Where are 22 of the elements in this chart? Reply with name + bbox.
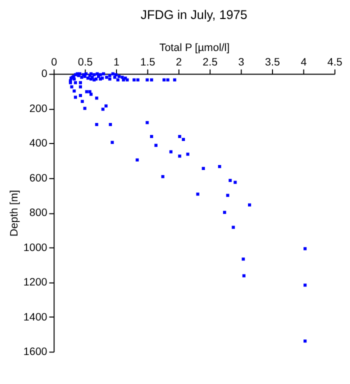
y-tick-label: 1000 xyxy=(23,242,48,254)
x-tick-label: 4.5 xyxy=(327,56,342,69)
y-tick-label: 1600 xyxy=(23,346,48,358)
x-tick-label: 1.5 xyxy=(140,56,156,69)
y-tick-label: 400 xyxy=(29,138,48,150)
y-tick-label: 0 xyxy=(41,68,48,80)
chart-title: JFDG in July, 1975 xyxy=(140,8,248,22)
x-tick-label: 0.5 xyxy=(78,56,93,69)
y-tick-label: 1400 xyxy=(23,311,48,324)
x-tick-label: 1 xyxy=(114,56,120,69)
x-tick-label: 2 xyxy=(176,56,182,69)
x-tick-label: 3 xyxy=(238,56,244,69)
y-tick-label: 600 xyxy=(29,172,48,184)
y-axis-title: Depth [m] xyxy=(8,190,21,236)
y-tick-label: 1200 xyxy=(23,276,48,289)
x-tick-label: 0 xyxy=(51,56,58,69)
x-axis-title: Total P [µmol/l] xyxy=(159,42,230,54)
x-tick-label: 4 xyxy=(300,56,307,69)
y-tick-label: 800 xyxy=(29,207,48,220)
x-tick-label: 3.5 xyxy=(265,56,280,69)
y-tick-label: 200 xyxy=(29,102,48,115)
x-tick-label: 2.5 xyxy=(202,56,218,69)
